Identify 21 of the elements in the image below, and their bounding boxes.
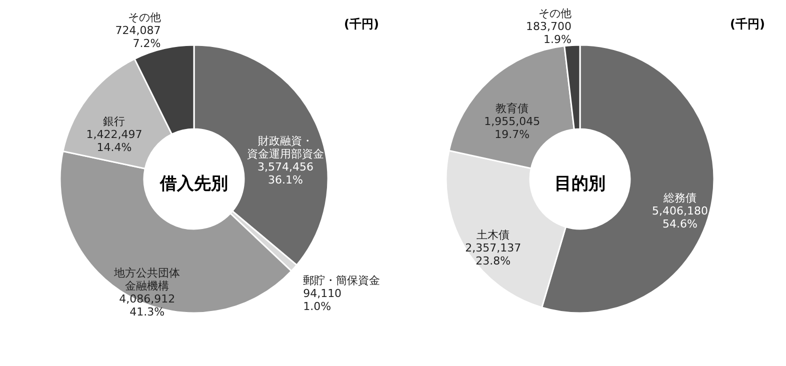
data-label: 1,955,045 19.7% — [484, 115, 540, 142]
data-label: 3,574,456 36.1% — [258, 160, 314, 186]
text: 目的別 — [554, 174, 606, 194]
slice-label: 銀行 — [103, 115, 126, 128]
slice-label: 郵貯・簡保資金 — [303, 274, 380, 288]
text: (千円) — [344, 17, 379, 31]
text: 借入先別 — [159, 174, 228, 194]
data-label: 5,406,180 54.6% — [652, 204, 708, 231]
slice-label: 財政融資・資金運用部資金 — [247, 134, 324, 160]
data-label: 724,087 7.2% — [115, 24, 161, 50]
data-label: 2,357,137 23.8% — [465, 241, 522, 268]
slice-label: 地方公共団体金融機構 — [113, 266, 180, 292]
slice-label: 総務債 — [662, 192, 696, 205]
text: (千円) — [730, 17, 765, 31]
slice-label: その他 — [538, 7, 572, 20]
data-label: 1,422,497 14.4% — [86, 128, 142, 154]
data-label: 94,110 1.0% — [303, 287, 342, 314]
slice-label: 教育債 — [496, 102, 529, 116]
slice-label: 土木債 — [476, 228, 510, 242]
slice-label: その他 — [128, 10, 161, 24]
data-label: 183,700 1.9% — [526, 20, 572, 46]
